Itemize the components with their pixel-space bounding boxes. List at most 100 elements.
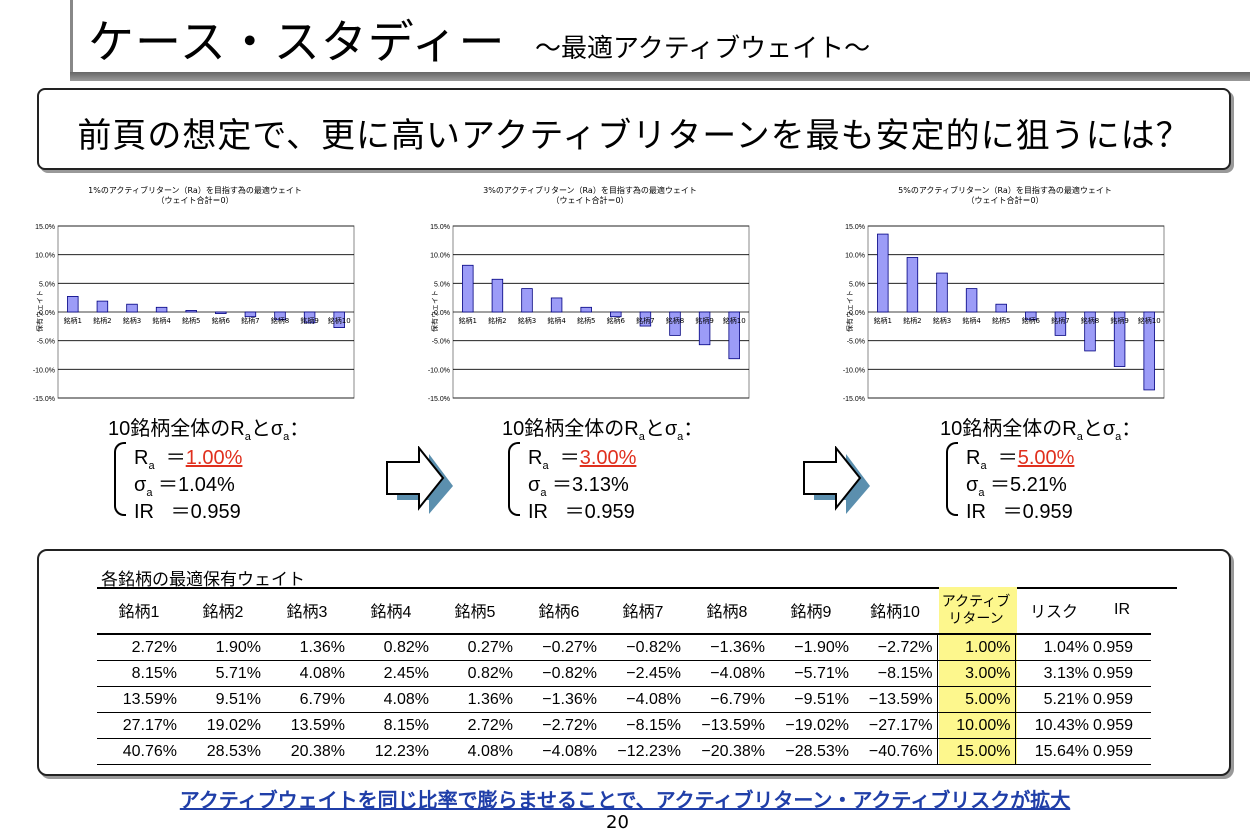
y-tick-label: -10.0% bbox=[33, 367, 55, 374]
page-number: 20 bbox=[606, 812, 629, 833]
x-tick-label: 銘柄6 bbox=[212, 316, 231, 325]
stats-heading: 10銘柄全体のRaとσa： bbox=[502, 418, 704, 443]
table-cell: −9.51% bbox=[769, 686, 853, 713]
table-cell: −2.72% bbox=[853, 633, 937, 661]
y-tick-label: -10.0% bbox=[843, 367, 865, 374]
bar bbox=[1054, 311, 1067, 336]
table-cell: 9.51% bbox=[181, 686, 265, 713]
sigma-row: σa ＝5.21% bbox=[966, 474, 1067, 499]
bar bbox=[669, 311, 681, 336]
chart-3-title: 5%のアクティブリターン（Ra）を目指す為の最適ウェイト （ウェイト合計＝0） bbox=[898, 186, 1112, 205]
bar bbox=[333, 311, 345, 328]
bar bbox=[96, 300, 109, 313]
ir-row: IR ＝0.959 bbox=[966, 501, 1073, 523]
stats-block-2: 10銘柄全体のRaとσa： Ra ＝3.00% σa ＝3.13% IR ＝0.… bbox=[502, 412, 802, 523]
table-cell: −0.27% bbox=[517, 633, 601, 661]
table-cell: 0.959 bbox=[1093, 686, 1151, 713]
table-cell: −19.02% bbox=[769, 712, 853, 739]
col-header: 銘柄10 bbox=[870, 604, 920, 621]
y-tick-label: 10.0% bbox=[845, 253, 865, 260]
x-tick-label: 銘柄2 bbox=[93, 316, 111, 325]
footer-note: アクティブウェイトを同じ比率で膨らませることで、アクティブリターン・アクティブリ… bbox=[179, 788, 1071, 812]
x-tick-label: 銘柄7 bbox=[1051, 316, 1069, 325]
table-row: 27.17% 19.02% 13.59% 8.15% 2.72% −2.72% −8.15%… bbox=[97, 712, 1151, 739]
table-cell: 1.00% bbox=[936, 633, 1016, 661]
table-row: 40.76% 28.53% 20.38% 12.23% 4.08% −4.08% −12.2… bbox=[97, 738, 1151, 765]
chart-1-title: 1%のアクティブリターン（Ra）を目指す為の最適ウェイト （ウェイト合計＝0） bbox=[88, 186, 302, 205]
table-cell: −4.08% bbox=[601, 686, 685, 713]
table-cell: 27.17% bbox=[97, 712, 181, 739]
chart-3-svg: 15.0% 10.0% 5.0% 0.0% -5.0% -10.0% -15.0% 銘柄1 銘柄… bbox=[843, 224, 1165, 403]
table-cell: −28.53% bbox=[769, 738, 853, 765]
weights-table-box: 各銘柄の最適保有ウェイト 銘柄1 銘柄2 銘柄3 銘柄4 銘柄5 銘柄6 銘柄7… bbox=[37, 549, 1231, 776]
table-cell: 10.43% bbox=[1015, 712, 1093, 739]
table-cell: −1.36% bbox=[517, 686, 601, 713]
bar bbox=[155, 306, 168, 313]
x-tick-label: 銘柄1 bbox=[64, 316, 82, 325]
bar bbox=[550, 297, 563, 313]
y-tick-label: 10.0% bbox=[35, 253, 55, 260]
sigma-row: σa ＝1.04% bbox=[134, 474, 235, 499]
table-cell: −6.79% bbox=[685, 686, 769, 713]
chart-1-svg: 15.0% 10.0% 5.0% 0.0% -5.0% -10.0% -15.0% 銘柄1 銘柄… bbox=[33, 224, 355, 403]
right-arrow-icon bbox=[803, 446, 870, 514]
col-header: 銘柄6 bbox=[538, 604, 580, 621]
bar bbox=[965, 288, 978, 313]
y-tick-label: 15.0% bbox=[845, 224, 865, 231]
y-tick-label: 5.0% bbox=[434, 281, 450, 288]
table-cell: 10.00% bbox=[936, 712, 1016, 739]
table-cell: 5.00% bbox=[936, 686, 1016, 713]
chart-3: 5%のアクティブリターン（Ra）を目指す為の最適ウェイト （ウェイト合計＝0） 保… bbox=[840, 186, 1170, 404]
ra-row: Ra ＝1.00% bbox=[134, 447, 243, 472]
ir-row: IR ＝0.959 bbox=[528, 501, 635, 523]
table-cell: 15.64% bbox=[1015, 738, 1093, 765]
x-tick-label: 銘柄9 bbox=[300, 316, 318, 325]
table-cell: 4.08% bbox=[433, 738, 517, 765]
question-text: 前頁の想定で、更に高いアクティブリターンを最も安定的に狙うには？ bbox=[77, 116, 1191, 156]
bar bbox=[303, 311, 316, 324]
table-cell: −8.15% bbox=[853, 660, 937, 687]
col-header: 銘柄7 bbox=[622, 604, 664, 621]
bar bbox=[995, 303, 1007, 313]
table-cell: −4.08% bbox=[517, 738, 601, 765]
x-tick-label: 銘柄5 bbox=[992, 316, 1010, 325]
y-tick-label: 0.0% bbox=[39, 310, 55, 317]
x-tick-label: 銘柄3 bbox=[123, 316, 141, 325]
x-tick-label: 銘柄10 bbox=[723, 316, 746, 325]
table-cell: 0.27% bbox=[433, 633, 517, 661]
table-cell: 2.72% bbox=[97, 633, 181, 661]
bar bbox=[1113, 311, 1126, 367]
y-tick-label: -15.0% bbox=[428, 396, 450, 403]
table-cell: 0.82% bbox=[349, 633, 433, 661]
brace bbox=[508, 442, 520, 516]
table-row: 8.15% 5.71% 4.08% 2.45% 0.82% −0.82% −2.45% −4.… bbox=[97, 660, 1151, 687]
col-header: 銘柄9 bbox=[790, 604, 832, 621]
bar bbox=[728, 311, 740, 360]
y-tick-label: -15.0% bbox=[843, 396, 865, 403]
table-cell: 8.15% bbox=[97, 660, 181, 687]
stats-heading: 10銘柄全体のRaとσa： bbox=[940, 418, 1142, 443]
stats-block-3: 10銘柄全体のRaとσa： Ra ＝5.00% σa ＝5.21% IR ＝0.… bbox=[940, 412, 1240, 523]
table-cell: 1.36% bbox=[433, 686, 517, 713]
x-tick-label: 銘柄5 bbox=[577, 316, 595, 325]
table-cell: 19.02% bbox=[181, 712, 265, 739]
table-cell: 13.59% bbox=[265, 712, 349, 739]
y-tick-label: 15.0% bbox=[35, 224, 55, 231]
sigma-row: σa ＝3.13% bbox=[528, 474, 629, 499]
brace bbox=[946, 442, 958, 516]
y-tick-label: -10.0% bbox=[428, 367, 450, 374]
bar bbox=[1025, 311, 1037, 321]
table-cell: −40.76% bbox=[853, 738, 937, 765]
brace bbox=[114, 442, 126, 516]
y-tick-label: 0.0% bbox=[434, 310, 450, 317]
table-cell: −0.82% bbox=[517, 660, 601, 687]
table-cell: 4.08% bbox=[349, 686, 433, 713]
table-cell: 3.00% bbox=[936, 660, 1016, 687]
x-tick-label: 銘柄2 bbox=[903, 316, 921, 325]
table-cell: 2.72% bbox=[433, 712, 517, 739]
ra-row: Ra ＝5.00% bbox=[966, 447, 1075, 472]
title-divider bbox=[70, 0, 73, 80]
table-cell: 5.71% bbox=[181, 660, 265, 687]
table-cell: 13.59% bbox=[97, 686, 181, 713]
table-cell: −27.17% bbox=[853, 712, 937, 739]
